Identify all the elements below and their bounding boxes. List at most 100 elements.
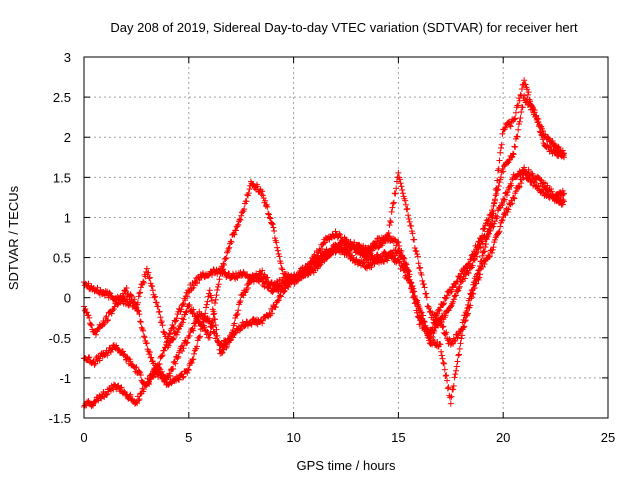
data-point [337, 241, 344, 248]
data-point [505, 206, 512, 213]
data-point [453, 363, 460, 370]
data-point [226, 332, 233, 339]
data-point [241, 206, 248, 213]
data-point [214, 283, 221, 290]
data-point [103, 391, 110, 398]
data-point [451, 338, 458, 345]
data-point [215, 281, 222, 288]
data-point [232, 315, 239, 322]
data-point [544, 182, 551, 189]
data-point [186, 332, 193, 339]
data-point [170, 324, 177, 331]
data-point [170, 365, 177, 372]
data-point [191, 323, 198, 330]
data-point [283, 278, 290, 285]
data-point [202, 310, 209, 317]
data-point [174, 329, 181, 336]
data-point [311, 251, 318, 258]
data-point [442, 372, 449, 379]
data-point [204, 298, 211, 305]
data-point [179, 302, 186, 309]
data-point [479, 264, 486, 271]
data-point [496, 179, 503, 186]
data-point [474, 253, 480, 260]
data-point [214, 287, 221, 294]
data-point [477, 244, 484, 251]
data-point [157, 314, 164, 321]
data-point [262, 202, 269, 209]
data-point [402, 201, 409, 208]
data-point [169, 335, 176, 342]
data-point [459, 332, 466, 339]
x-tick-label: 10 [286, 430, 300, 445]
data-point [504, 189, 511, 196]
data-point [481, 248, 488, 255]
data-point [190, 327, 197, 334]
data-point [213, 326, 220, 333]
data-point [488, 224, 495, 231]
data-point [497, 223, 504, 230]
data-point [434, 310, 441, 317]
data-point [507, 201, 514, 208]
data-point [218, 350, 225, 357]
gridlines [84, 57, 608, 418]
data-point [497, 144, 504, 151]
data-point [214, 339, 221, 346]
data-point [387, 217, 394, 224]
data-point [453, 367, 460, 374]
data-point [451, 293, 458, 300]
data-series-trace-a [81, 77, 567, 351]
data-point [258, 191, 265, 198]
data-point [447, 394, 454, 401]
data-point [259, 317, 266, 324]
data-point [282, 285, 289, 292]
data-point [126, 392, 133, 399]
data-point [223, 255, 230, 262]
data-point [407, 278, 414, 285]
data-point [328, 247, 335, 254]
data-point [512, 188, 519, 195]
chart-title: Day 208 of 2019, Sidereal Day-to-day VTE… [110, 20, 578, 35]
data-point [120, 351, 127, 358]
data-point [146, 275, 153, 282]
data-point [203, 304, 210, 311]
data-point [199, 323, 206, 330]
data-point [158, 353, 165, 360]
data-point [482, 241, 489, 248]
data-point [85, 280, 92, 287]
data-point [178, 306, 185, 313]
data-point [408, 283, 415, 290]
data-point [395, 239, 402, 246]
y-axis-label: SDTVAR / TECUs [6, 185, 21, 290]
data-point [560, 190, 567, 197]
data-point [236, 299, 243, 306]
data-point [356, 242, 363, 249]
x-tick-labels: 0 5 10 15 20 25 [80, 430, 615, 445]
data-point [221, 269, 228, 276]
data-point [497, 149, 504, 156]
data-point [88, 403, 95, 410]
data-point [485, 230, 492, 237]
data-point [127, 391, 134, 398]
data-point [560, 191, 567, 198]
data-point [360, 249, 367, 256]
data-point [222, 256, 229, 263]
data-point [450, 296, 457, 303]
data-point [387, 219, 394, 226]
data-point [389, 204, 396, 211]
data-point [499, 201, 506, 208]
data-point [140, 278, 147, 285]
data-point [522, 81, 529, 88]
data-point [516, 183, 523, 190]
data-point [454, 288, 461, 295]
data-point [371, 243, 378, 250]
data-point [506, 122, 513, 129]
data-point [167, 379, 174, 386]
data-point [448, 288, 455, 295]
data-point [200, 313, 207, 320]
data-point [237, 326, 244, 333]
data-point [136, 311, 143, 318]
data-point [161, 347, 168, 354]
data-point [194, 343, 201, 350]
data-point [260, 195, 267, 202]
